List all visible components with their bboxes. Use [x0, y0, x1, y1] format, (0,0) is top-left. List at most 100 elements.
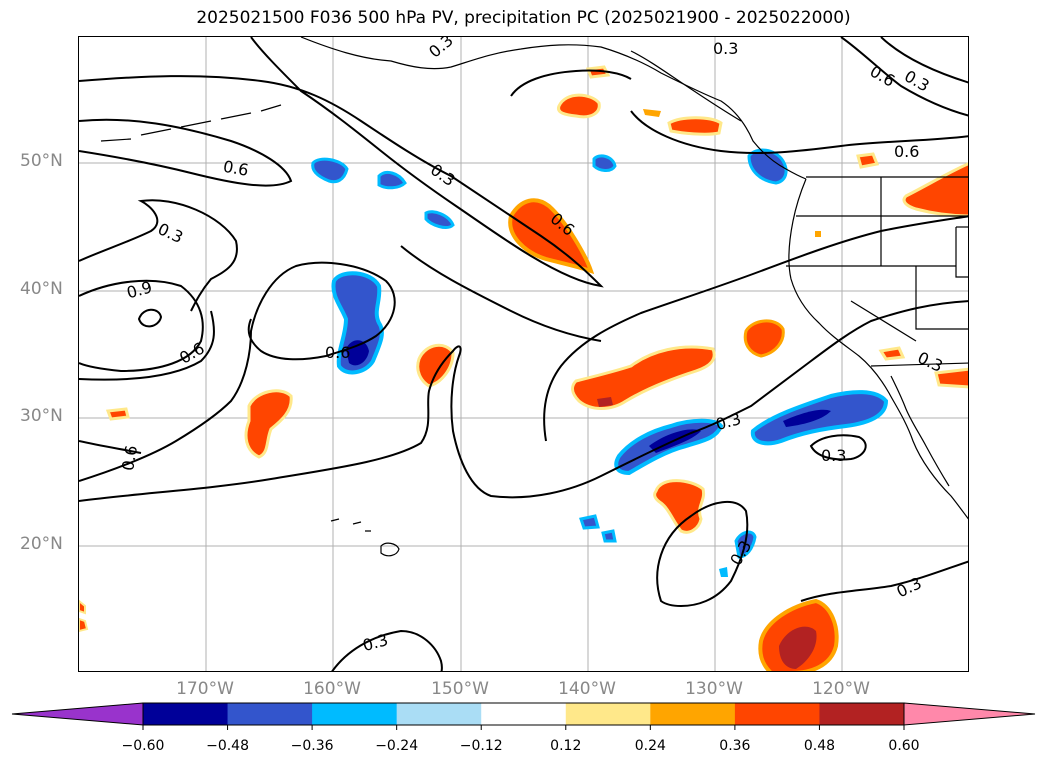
precip-pos-blob-5 — [902, 162, 968, 218]
colorbar-outline — [142, 702, 905, 726]
colorbar-tick-label: −0.24 — [375, 738, 419, 754]
colorbar-tick-label: −0.48 — [206, 738, 249, 754]
lat-label-30n: 30°N — [20, 406, 63, 426]
precip-pos-blob-18 — [815, 231, 821, 237]
sitka-coast — [630, 50, 742, 122]
colorbar-extend-high — [903, 702, 1036, 726]
precip-pos-blob-12 — [653, 479, 706, 534]
colorbar-ticks — [142, 725, 905, 730]
precip-neg-blob-12 — [719, 567, 728, 577]
coast-baja — [890, 375, 950, 487]
pv-contour-0p9-small — [137, 308, 163, 328]
pv-contour-0p6-lower-left — [79, 440, 142, 454]
lat-label-20n: 20°N — [20, 534, 63, 554]
border-states-4 — [915, 266, 968, 330]
precip-pos-blob-2 — [585, 65, 611, 79]
contour-labels: 0.3 0.6 0.3 0.6 0.9 0.6 0.6 0.6 0.3 0.6 … — [118, 37, 946, 655]
colorbar-tick-label: 0.48 — [803, 738, 836, 754]
hawaii-island — [380, 542, 400, 557]
colorbar — [11, 702, 1036, 730]
lat-label-50n: 50°N — [20, 151, 63, 171]
border-states-6 — [955, 227, 968, 278]
colorbar-tick-label: −0.12 — [459, 738, 503, 754]
precip-pos-blob-19 — [643, 109, 661, 117]
precip-neg-blob-4 — [592, 154, 617, 172]
colorbar-segment — [143, 703, 229, 725]
precip-pos-blob-16 — [79, 599, 86, 615]
lat-label-40n: 40°N — [20, 279, 63, 299]
pv-contour-0p3-loop-ne — [809, 434, 867, 461]
precip-positive — [79, 65, 968, 671]
pv-contour-0p3-east-lower — [800, 560, 968, 602]
contour-label-0p3-bottom: 0.3 — [361, 630, 391, 655]
colorbar-segments — [11, 702, 1036, 726]
map-panel: 0.3 0.6 0.3 0.6 0.9 0.6 0.6 0.6 0.3 0.6 … — [78, 36, 969, 672]
pv-contours — [79, 37, 968, 671]
precip-neg-blob-2 — [377, 171, 407, 190]
precip-pos-core-2 — [779, 626, 817, 669]
pv-contour-0p3-west — [79, 199, 238, 312]
precip-pos-blob-17 — [79, 617, 89, 633]
border-us-mex — [870, 362, 968, 367]
colorbar-segment — [227, 703, 313, 725]
pv-contour-0p3-center — [400, 245, 602, 342]
precip-pos-blob-1 — [556, 93, 601, 119]
precip-pos-blob-10 — [244, 389, 293, 459]
colorbar-tick-label: 0.36 — [719, 738, 751, 754]
pv-contour-0p3-central — [79, 300, 968, 502]
precip-pos-blob-7 — [743, 319, 785, 358]
lon-label-140w: 140°W — [558, 679, 616, 699]
contour-label-0p6-center: 0.6 — [325, 343, 350, 362]
contour-label-0p6-left: 0.6 — [118, 444, 141, 472]
precip-neg-blob-1 — [311, 157, 349, 184]
coastlines — [100, 37, 968, 557]
pv-contour-0p6-alaska — [630, 110, 968, 155]
precip-neg-blob-5 — [747, 148, 788, 185]
pv-contour-0p3-east-upper — [543, 215, 968, 442]
colorbar-segment — [312, 703, 398, 725]
colorbar-tick-label: 0.12 — [550, 738, 582, 754]
contour-label-0p3-top-left: 0.3 — [425, 37, 457, 62]
pv-contour-0p3-ne — [880, 37, 968, 84]
precip-pos-blob-13 — [878, 346, 906, 361]
lon-label-150w: 150°W — [431, 679, 489, 699]
hawaii-islets — [330, 518, 371, 532]
lon-label-170w: 170°W — [176, 679, 234, 699]
colorbar-segment — [481, 703, 567, 725]
precip-pos-blob-8 — [571, 345, 716, 410]
pv-contour-0p3-north — [79, 37, 604, 288]
colorbar-tick-label: −0.36 — [290, 738, 334, 754]
colorbar-tick-label: −0.60 — [121, 738, 165, 754]
gridlines — [79, 37, 968, 671]
pv-contour-0p3-loop-s — [656, 500, 749, 608]
coast-west-us — [788, 178, 968, 520]
pv-contour-0p6-mid — [79, 261, 396, 482]
contour-label-0p6-west: 0.6 — [222, 157, 250, 180]
pv-contour-0p3-south — [331, 629, 443, 671]
precip-pos-blob-3 — [667, 116, 723, 136]
aleutians — [100, 104, 282, 142]
border-states-7 — [850, 300, 917, 342]
pv-contour-0p6-west — [79, 310, 215, 381]
pv-contour-0p3-top — [510, 69, 632, 97]
pv-contour-0p9 — [79, 279, 204, 373]
contour-label-0p3-ne: 0.3 — [901, 66, 933, 95]
lon-label-160w: 160°W — [303, 679, 361, 699]
coast-alaska — [300, 37, 807, 180]
precip-neg-blob-9 — [579, 514, 600, 530]
colorbar-segment — [734, 703, 820, 725]
contour-label-0p6-mid: 0.6 — [176, 338, 208, 367]
precip-pos-blob-6 — [856, 152, 880, 169]
colorbar-extend-low — [11, 702, 144, 726]
contour-label-0p3-loop: 0.3 — [821, 446, 846, 465]
colorbar-segment — [565, 703, 651, 725]
precip-negative — [311, 148, 889, 577]
lon-label-120w: 120°W — [812, 679, 870, 699]
precip-pos-blob-9 — [416, 343, 455, 388]
colorbar-tick-label: 0.60 — [888, 738, 920, 754]
precip-neg-core-3 — [783, 409, 831, 427]
precip-neg-blob-3 — [424, 210, 455, 229]
precip-pos-core-1 — [597, 397, 613, 407]
colorbar-tick-label: 0.24 — [634, 738, 666, 754]
precip-neg-blob-6 — [331, 271, 384, 375]
